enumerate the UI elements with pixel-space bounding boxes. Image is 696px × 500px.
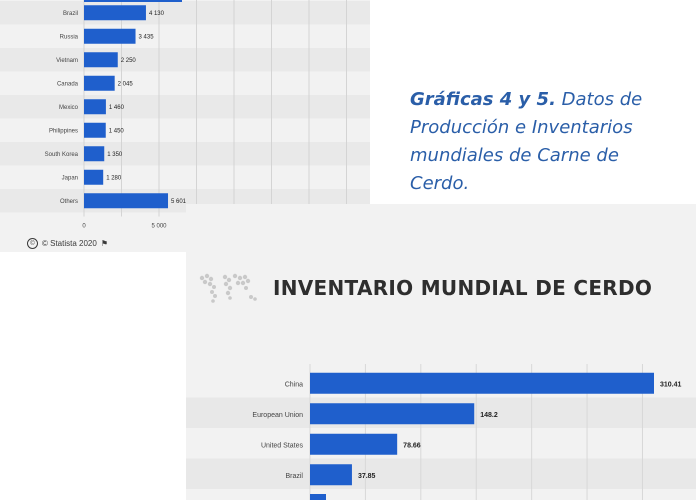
data-label: 1 350 [107,152,123,158]
flag-icon: ⚑ [100,239,108,248]
bar [310,464,352,486]
category-label: Brazil [285,473,303,480]
row-band [0,95,370,119]
category-label: European Union [252,412,303,419]
bar [84,99,106,115]
tick-label: 0 [82,224,86,230]
data-label: 37.85 [358,473,376,480]
bar [84,5,146,21]
data-label: 1 280 [106,175,122,181]
data-label: 1 450 [109,128,125,134]
category-label: Japan [62,175,78,181]
inventory-chart-panel: INVENTARIO MUNDIAL DE CERDO China 310.41 E… [186,204,696,500]
chart-source-text: © Statista 2020 [42,239,97,248]
statista-logo-icon: © [27,238,38,249]
category-label: Mexico [59,105,79,111]
category-label: Philippines [49,128,78,134]
data-label: 78.66 [403,442,421,449]
bar [310,403,475,425]
world-map-icon [199,273,257,303]
category-label: South Korea [45,152,79,158]
data-label: 1 460 [109,105,125,111]
bar [84,146,105,162]
bar [84,28,136,44]
chart-title: INVENTARIO MUNDIAL DE CERDO [273,276,653,300]
row-band [0,1,370,25]
category-label: Others [60,199,78,205]
bar-cropped [84,0,182,2]
data-label: 310.41 [660,381,682,388]
category-label: United States [261,442,304,449]
row-band [186,458,696,489]
caption-text: Datos de Producción e Inventarios mundia… [410,89,643,194]
bar [84,169,104,185]
category-label: Brazil [63,11,78,17]
category-label: Canada [57,81,79,87]
caption-lead: Gráficas 4 y 5. [410,89,556,110]
bar [84,122,106,138]
bar [84,75,115,91]
bar-cropped [310,494,326,500]
bar [310,372,654,394]
category-label: Vietnam [56,58,78,64]
data-label: 3 435 [139,34,155,40]
bar [310,433,398,455]
data-label: 4 130 [149,11,165,17]
data-label: 2 045 [118,81,134,87]
category-label: China [285,381,303,388]
figure-caption: Gráficas 4 y 5. Datos de Producción e In… [410,86,680,198]
bar [84,193,169,209]
data-label: 148.2 [480,412,498,419]
chart-source-footer: © © Statista 2020 ⚑ [27,238,108,249]
bar [84,52,118,68]
inventory-chart: China 310.41 European Union 148.2 United Sta… [186,364,696,500]
data-label: 2 250 [121,58,137,64]
data-label: 5 601 [171,199,187,205]
category-label: Russia [60,34,79,40]
tick-label: 5 000 [151,224,167,230]
